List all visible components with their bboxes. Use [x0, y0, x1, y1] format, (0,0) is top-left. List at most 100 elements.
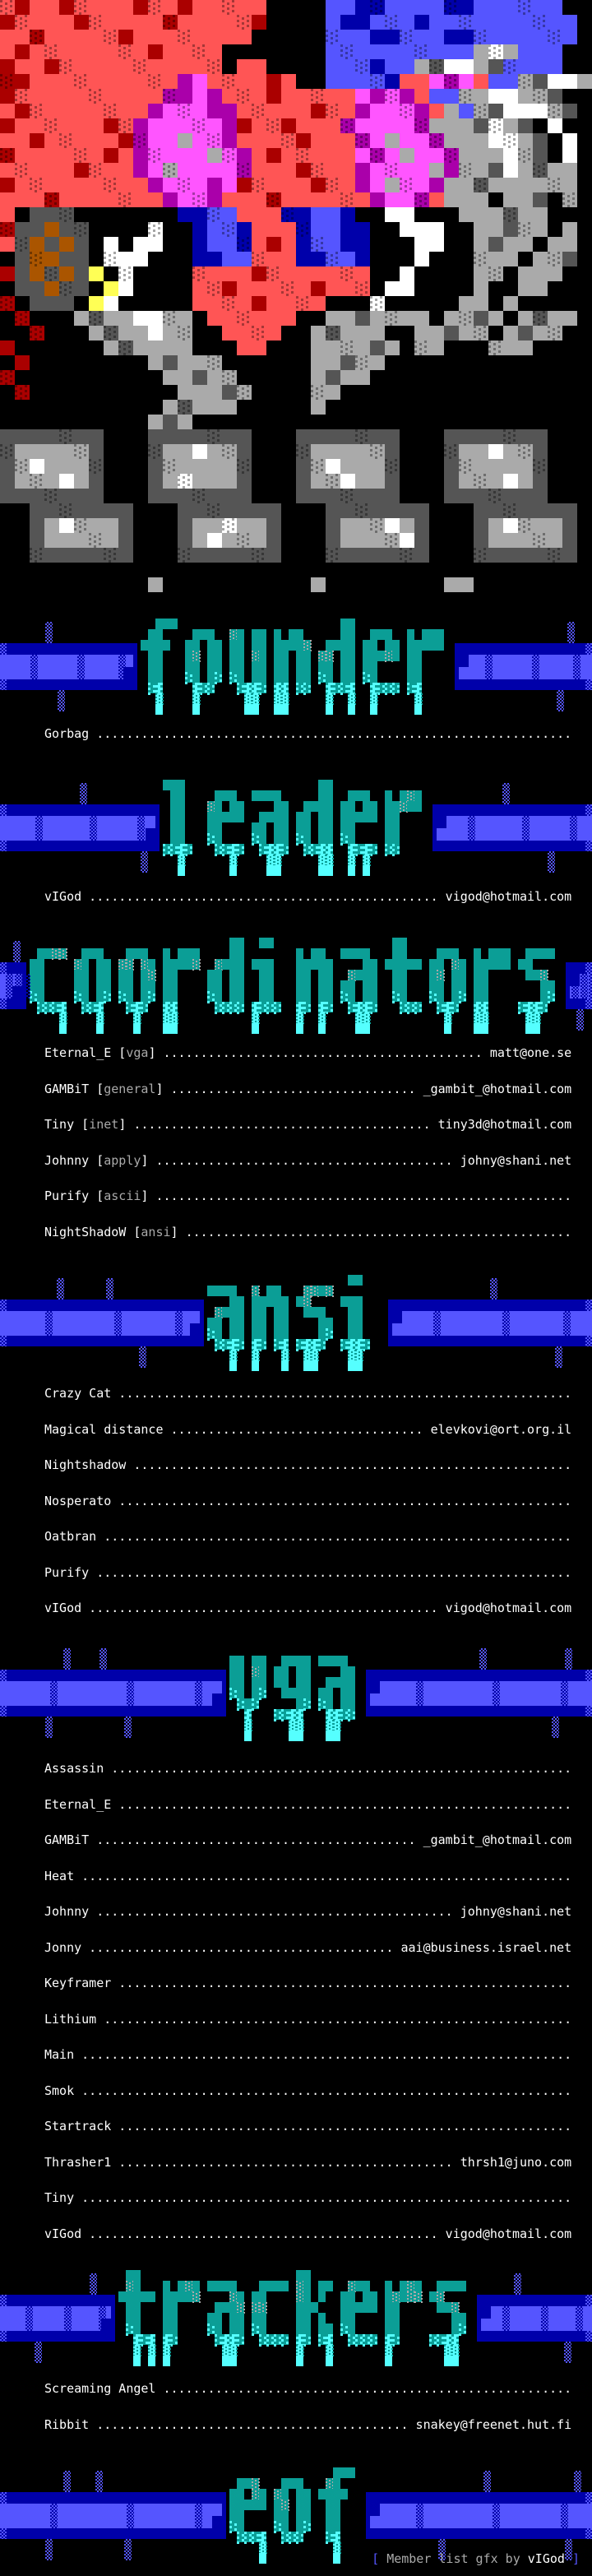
member-row-screaming-angel: Screaming Angel ........................…	[44, 2382, 571, 2396]
section-header-founder	[0, 619, 592, 715]
barbed-wire-post	[140, 851, 148, 873]
barbed-wire-post	[124, 1717, 132, 1738]
section-title-ansi	[204, 1275, 388, 1371]
member-email: snakey@freenet.hut.fi	[408, 2416, 572, 2432]
barbed-wire-post	[565, 2539, 572, 2560]
barbed-wire-post	[57, 1278, 65, 1300]
pipe-end-dither	[585, 1670, 592, 1717]
member-handle: Eternal_E	[44, 1045, 112, 1060]
barbed-wire-post	[438, 2539, 446, 2560]
founder-member-rows: Gorbag .................................…	[44, 727, 579, 763]
member-row-thrasher1: Thrasher1 ..............................…	[44, 2154, 572, 2170]
member-row-tiny: Tiny ...................................…	[44, 2191, 571, 2205]
vga-member-rows: Assassin ...............................…	[44, 1762, 579, 2263]
member-handle: NightShadoW	[44, 1224, 127, 1239]
section-header-leader	[0, 780, 592, 876]
section-header-coordinators	[0, 938, 592, 1034]
member-email: _gambit_@hotmail.com	[415, 1832, 572, 1847]
pipe-end-dither	[0, 962, 7, 1009]
dot-leader: ........................................…	[96, 1529, 572, 1544]
member-handle: Oatbran	[44, 1529, 97, 1544]
barbed-wire-post	[124, 2539, 132, 2560]
member-row-heat: Heat ...................................…	[44, 1869, 571, 1883]
trackers-member-rows: Screaming Angel ........................…	[44, 2382, 579, 2453]
member-handle: Ribbit	[44, 2416, 90, 2432]
member-row-vigod: vIGod ..................................…	[44, 2226, 572, 2241]
dot-leader: ........................................…	[74, 2083, 572, 2098]
member-row-johnny: Johnny [apply] .........................…	[44, 1152, 572, 1168]
dot-leader: ........................................…	[148, 1188, 572, 1203]
barbed-pipe-left	[0, 1278, 204, 1368]
dot-leader: ........................................…	[74, 2190, 572, 2205]
member-handle: Nightshadow	[44, 1457, 127, 1472]
dot-leader: ........................................…	[96, 2011, 572, 2027]
member-handle: Assassin	[44, 1761, 104, 1776]
member-role: ascii	[104, 1188, 141, 1203]
barbed-wire-post	[58, 690, 66, 711]
dot-leader: ........................................…	[111, 1976, 572, 1990]
barbed-pipe-right	[388, 1278, 592, 1368]
dot-leader: ........................................	[126, 1117, 431, 1132]
dot-leader: ........................................	[148, 1152, 453, 1168]
dot-leader: ........................................…	[111, 2119, 572, 2134]
member-email: aai@business.israel.net	[393, 1939, 572, 1955]
dot-leader: ........................................…	[81, 889, 438, 904]
barbed-wire-post	[95, 2471, 103, 2492]
section-title-leader	[160, 780, 432, 876]
member-row-johnny: Johnny .................................…	[44, 1905, 571, 1919]
barbed-wire-post	[502, 783, 511, 804]
member-row-keyframer: Keyframer ..............................…	[44, 1976, 571, 1990]
dot-leader: ........................................…	[111, 2154, 453, 2170]
dot-leader: ..................................	[163, 1421, 423, 1437]
member-row-purify: Purify .................................…	[44, 1565, 571, 1580]
barbed-wire-post	[513, 2273, 521, 2295]
barbed-pipe-right	[366, 2471, 592, 2560]
barbed-wire-post	[13, 941, 21, 962]
barbed-wire-post	[63, 2471, 71, 2492]
member-handle: Startrack	[44, 2119, 112, 2134]
coordinators-member-rows: Eternal_E [vga] ........................…	[44, 1046, 579, 1261]
member-email: vigod@hotmail.com	[437, 2226, 572, 2241]
member-row-startrack: Startrack ..............................…	[44, 2120, 571, 2134]
barbed-wire-post	[564, 2342, 572, 2363]
member-handle: Crazy Cat	[44, 1386, 112, 1401]
dot-leader: ........................................…	[81, 1939, 394, 1955]
dot-leader: ........................................…	[155, 2381, 572, 2396]
barbed-pipe-right	[477, 2273, 592, 2363]
section-header-ansi	[0, 1275, 592, 1371]
barbed-pipe-right	[455, 622, 592, 711]
member-handle: Smok	[44, 2083, 75, 2098]
member-row-gambit: GAMBiT .................................…	[44, 1833, 571, 1847]
barbed-pipe-left	[0, 783, 160, 873]
member-row-main: Main ...................................…	[44, 2048, 571, 2062]
dot-leader: ........................................…	[155, 1045, 483, 1060]
dot-leader: ........................................…	[74, 2047, 572, 2062]
member-handle: Purify	[44, 1188, 90, 1203]
barbed-pipe-left	[0, 622, 137, 711]
barbed-pipe-left	[0, 2273, 115, 2363]
member-email: vigod@hotmail.com	[437, 1601, 572, 1615]
section-header-trackers	[0, 2270, 592, 2366]
section-title-coordinators	[26, 938, 566, 1034]
dot-leader: ........................................…	[111, 1796, 572, 1812]
member-row-crazy-cat: Crazy Cat ..............................…	[44, 1387, 571, 1401]
member-row-nightshadow: NightShadoW [ansi] .....................…	[44, 1224, 572, 1239]
member-row-purify: Purify [ascii] .........................…	[44, 1188, 572, 1203]
member-handle: GAMBiT	[44, 1832, 90, 1847]
pipe-end-dither	[585, 804, 592, 851]
dot-leader: ........................................…	[89, 2416, 409, 2432]
ansi-member-rows: Crazy Cat ..............................…	[44, 1387, 579, 1638]
pipe-end-dither	[585, 1300, 592, 1346]
barbed-wire-post	[551, 1717, 559, 1738]
barbed-wire-post	[45, 622, 53, 643]
member-row-assassin: Assassin ...............................…	[44, 1762, 571, 1776]
member-row-vigod: vIGod ..................................…	[44, 1601, 571, 1615]
dot-leader: ........................................…	[111, 1493, 572, 1508]
pipe-end-dither	[0, 643, 7, 690]
section-title-vga	[226, 1645, 366, 1741]
member-email: matt@one.se	[482, 1045, 572, 1060]
section-header-vga	[0, 1645, 592, 1741]
member-email: thrsh1@juno.com	[452, 2154, 572, 2170]
member-row-tiny: Tiny [inet] ............................…	[44, 1117, 572, 1132]
